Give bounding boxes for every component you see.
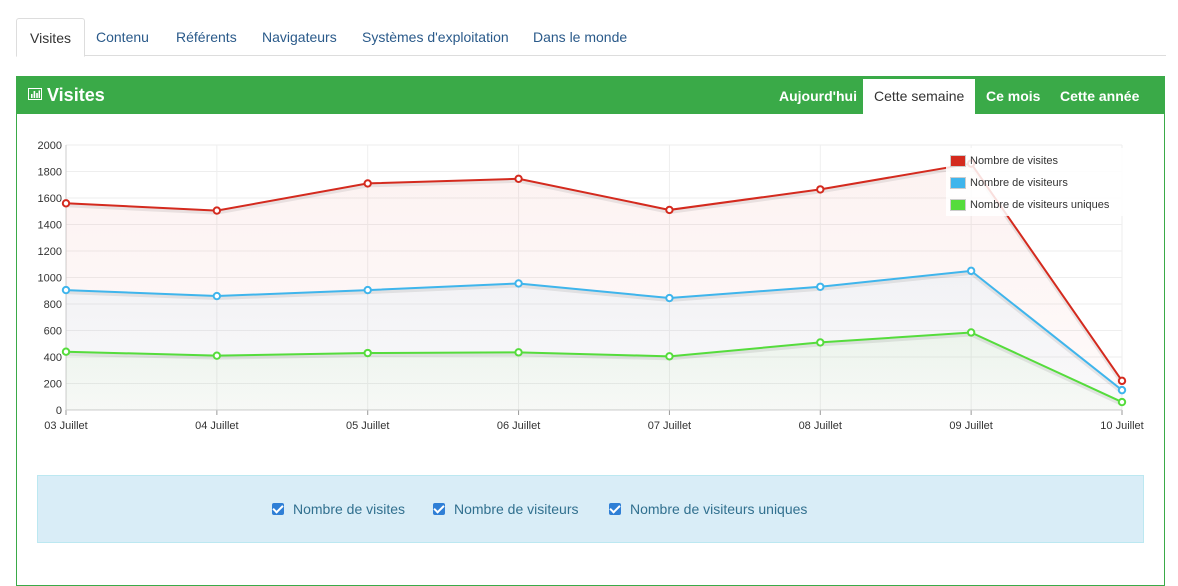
data-point — [816, 338, 825, 347]
legend-swatch — [950, 177, 966, 190]
checkbox-icon[interactable] — [272, 502, 284, 515]
data-point — [212, 291, 222, 301]
data-point — [1117, 376, 1127, 386]
panel-title: Visites — [28, 77, 105, 114]
y-tick-label: 1800 — [38, 167, 62, 179]
data-point — [363, 179, 372, 188]
visits-panel: Visites Aujourd'hui Cette semaine Ce moi… — [16, 76, 1165, 586]
tab-monde[interactable]: Dans le monde — [520, 18, 640, 56]
data-point — [514, 348, 523, 357]
legend-swatch — [950, 155, 966, 168]
tab-bar: Visites Contenu Référents Navigateurs Sy… — [16, 18, 1166, 57]
data-point — [816, 185, 825, 194]
period-this-year[interactable]: Cette année — [1049, 79, 1150, 114]
data-point — [363, 348, 372, 358]
y-tick-label: 600 — [44, 326, 62, 338]
x-tick-label: 07 Juillet — [648, 420, 691, 432]
filter-visits[interactable]: Nombre de visites — [272, 476, 405, 542]
period-this-month[interactable]: Ce mois — [975, 79, 1051, 114]
y-tick-label: 400 — [44, 352, 62, 364]
x-tick-label: 03 Juillet — [44, 420, 87, 432]
tab-systemes[interactable]: Systèmes d'exploitation — [349, 18, 522, 56]
y-tick-label: 2000 — [38, 140, 62, 152]
period-today[interactable]: Aujourd'hui — [768, 79, 868, 114]
tab-label: Dans le monde — [533, 29, 628, 45]
data-point — [1117, 397, 1127, 407]
tab-navigateurs[interactable]: Navigateurs — [249, 18, 350, 56]
y-tick-label: 200 — [44, 379, 62, 391]
filter-visitors[interactable]: Nombre de visiteurs — [433, 476, 579, 542]
data-point — [61, 199, 71, 208]
tab-label: Navigateurs — [262, 29, 337, 45]
data-point — [966, 328, 976, 337]
data-point — [816, 282, 825, 291]
tab-referents[interactable]: Référents — [163, 18, 250, 56]
panel-header: Visites Aujourd'hui Cette semaine Ce moi… — [17, 77, 1164, 114]
y-tick-label: 800 — [44, 299, 62, 311]
data-point — [1117, 385, 1127, 395]
series-line-shadow — [65, 270, 1124, 394]
legend-label: Nombre de visiteurs uniques — [970, 199, 1110, 211]
data-point — [212, 206, 222, 215]
legend-label: Nombre de visiteurs — [970, 177, 1068, 189]
filter-unique-visitors[interactable]: Nombre de visiteurs uniques — [609, 476, 807, 542]
data-point — [665, 205, 674, 215]
bar-chart-icon — [28, 76, 42, 113]
checkbox-icon[interactable] — [609, 502, 621, 515]
x-tick-label: 06 Juillet — [497, 420, 540, 432]
series-line — [65, 269, 1123, 391]
data-point — [514, 174, 523, 183]
series-line-shadow — [65, 332, 1123, 406]
data-point — [212, 351, 222, 360]
x-tick-label: 10 Juillet — [1100, 420, 1143, 432]
filter-label: Nombre de visites — [293, 501, 406, 517]
visits-chart: 0 200 400 600 800 1000 1200 1400 1600 1800 2000 03 … — [38, 140, 1144, 432]
data-point — [665, 352, 674, 361]
data-point — [665, 293, 674, 303]
data-point — [61, 285, 71, 295]
period-label: Aujourd'hui — [779, 88, 857, 104]
tab-label: Systèmes d'exploitation — [362, 29, 509, 45]
legend-item-visits: Nombre de visites — [950, 152, 1058, 170]
panel-title-text: Visites — [47, 85, 105, 105]
data-point — [363, 285, 372, 295]
tab-visites[interactable]: Visites — [16, 18, 85, 57]
x-tick-label: 09 Juillet — [949, 420, 992, 432]
period-label: Cette semaine — [874, 88, 965, 104]
period-label: Cette année — [1060, 88, 1140, 104]
series-filters: Nombre de visites Nombre de visiteurs No… — [37, 475, 1144, 543]
period-this-week[interactable]: Cette semaine — [863, 79, 976, 114]
y-tick-label: 1400 — [38, 220, 62, 232]
legend-swatch — [950, 199, 966, 212]
data-point — [966, 266, 976, 276]
series-line — [65, 331, 1123, 403]
y-tick-label: 1200 — [38, 246, 62, 258]
legend-item-visitors: Nombre de visiteurs — [950, 174, 1068, 192]
y-tick-label: 1600 — [38, 193, 62, 205]
checkbox-icon[interactable] — [433, 502, 445, 515]
filter-label: Nombre de visiteurs — [454, 501, 579, 517]
legend-item-unique-visitors: Nombre de visiteurs uniques — [950, 196, 1109, 214]
data-point — [61, 347, 71, 356]
y-tick-label: 0 — [56, 405, 62, 417]
period-label: Ce mois — [986, 88, 1041, 104]
x-tick-label: 05 Juillet — [346, 420, 389, 432]
tab-contenu[interactable]: Contenu — [83, 18, 162, 56]
filter-label: Nombre de visiteurs uniques — [630, 501, 808, 517]
x-tick-label: 04 Juillet — [195, 420, 238, 432]
x-tick-label: 08 Juillet — [799, 420, 842, 432]
tab-label: Référents — [176, 29, 237, 45]
tab-label: Contenu — [96, 29, 149, 45]
data-point — [514, 279, 523, 288]
tab-label: Visites — [30, 30, 71, 46]
y-tick-label: 1000 — [38, 273, 62, 285]
series-area — [66, 332, 1122, 410]
legend-label: Nombre de visites — [970, 155, 1059, 167]
chart-legend: Nombre de visites Nombre de visiteurs No… — [946, 148, 1124, 216]
